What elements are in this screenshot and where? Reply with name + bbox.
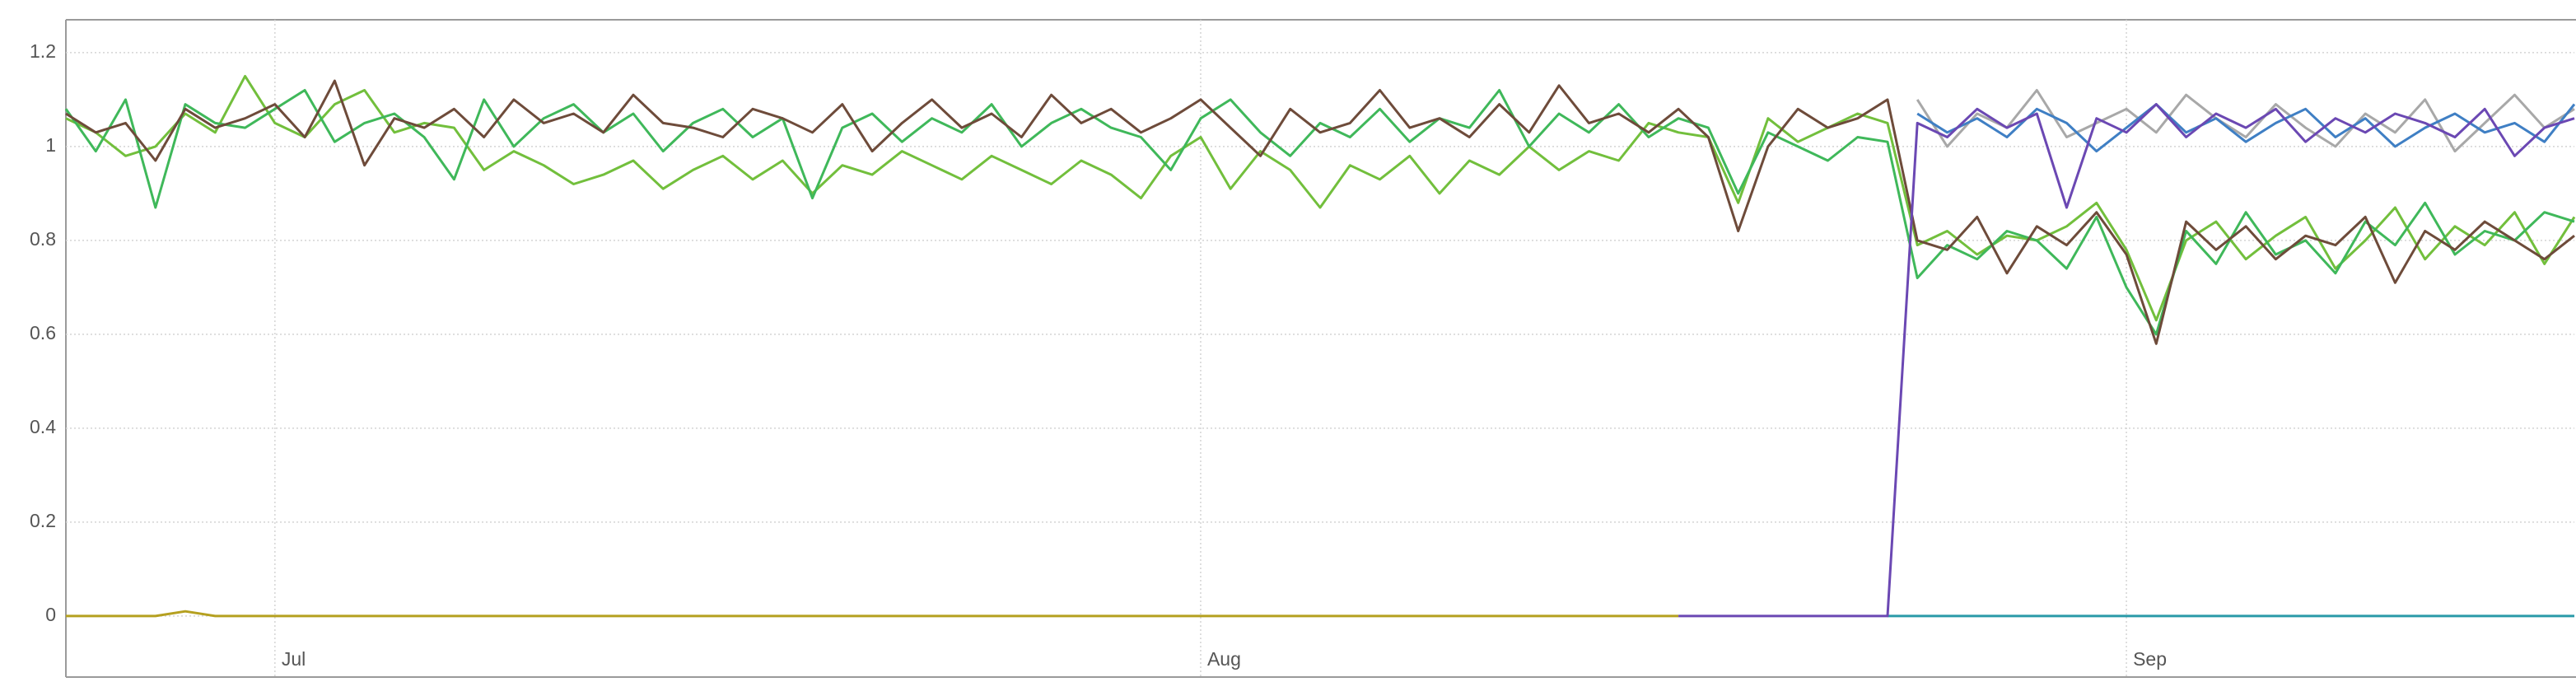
y-tick-label: 0.4 [30, 416, 56, 437]
series-line [64, 89, 2575, 336]
y-tick-label: 0.6 [30, 322, 56, 343]
x-tick-label: Jul [282, 648, 306, 670]
y-tick-label: 0.8 [30, 228, 56, 250]
series-line [65, 74, 2576, 322]
series-line [1916, 89, 2575, 153]
x-tick-label: Sep [2133, 648, 2167, 670]
series-line [65, 79, 2575, 345]
y-tick-label: 1.2 [30, 40, 56, 62]
x-tick-label: Aug [1207, 648, 1241, 670]
series-line [66, 610, 1679, 618]
y-tick-label: 1 [45, 134, 56, 156]
y-tick-label: 0 [45, 604, 56, 625]
series-line [1678, 103, 2575, 618]
y-tick-label: 0.2 [30, 510, 56, 531]
